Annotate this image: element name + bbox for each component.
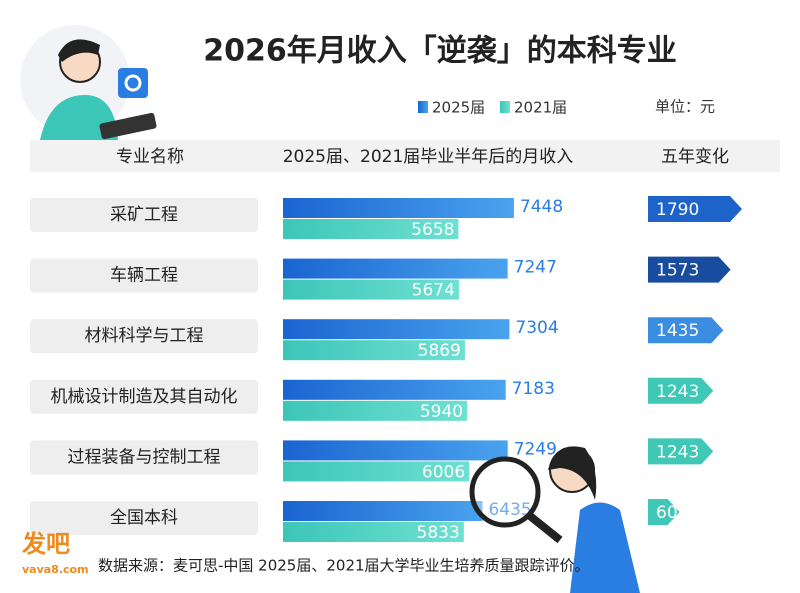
legend-swatch xyxy=(418,101,428,113)
change-arrow xyxy=(648,317,724,344)
bar xyxy=(283,258,508,279)
decor-hair xyxy=(548,446,597,500)
category-box xyxy=(30,440,258,475)
source-note: 数据来源：麦可思-中国 2025届、2021届大学毕业生培养质量跟踪评价。 xyxy=(98,557,590,575)
bar xyxy=(283,440,508,461)
header-label: 五年变化 xyxy=(661,147,729,167)
legend-label: 2025届 xyxy=(432,99,485,117)
category-box xyxy=(30,379,258,414)
category-label: 采矿工程 xyxy=(110,205,178,225)
value-label: 7448 xyxy=(520,197,563,217)
value-label: 5658 xyxy=(411,220,454,240)
bar xyxy=(283,219,459,239)
bar xyxy=(283,461,470,482)
category-label: 材料科学与工程 xyxy=(85,326,204,346)
category-box xyxy=(30,198,258,232)
change-label: 1573 xyxy=(656,261,699,281)
change-label: 1243 xyxy=(656,382,699,402)
decor-person xyxy=(570,502,640,593)
header-band xyxy=(30,140,780,172)
bar xyxy=(283,379,506,400)
category-box xyxy=(30,319,258,354)
value-label: 5674 xyxy=(412,281,455,301)
change-arrow xyxy=(648,196,742,222)
change-arrow xyxy=(648,377,714,404)
unit-label: 单位：元 xyxy=(655,98,715,116)
decor-gear-icon xyxy=(118,68,148,98)
value-label: 5869 xyxy=(418,341,461,361)
change-arrow xyxy=(648,256,731,283)
bar xyxy=(283,522,464,542)
change-arrow xyxy=(648,499,680,525)
change-label: 1435 xyxy=(656,321,699,341)
bar xyxy=(283,319,510,340)
bar xyxy=(283,198,514,218)
bar xyxy=(283,340,465,361)
category-label: 全国本科 xyxy=(110,508,178,528)
change-arrow xyxy=(648,438,714,465)
decor-person xyxy=(40,95,118,140)
decor-tablet xyxy=(99,112,157,140)
chart-title: 2026年月收入「逆袭」的本科专业 xyxy=(203,34,677,69)
change-label: 1790 xyxy=(656,200,699,220)
value-label: 5833 xyxy=(417,523,460,543)
category-label: 过程装备与控制工程 xyxy=(68,447,221,467)
value-label: 6006 xyxy=(422,462,465,482)
value-label: 5940 xyxy=(420,402,463,422)
category-box xyxy=(30,501,258,535)
legend-swatch xyxy=(500,101,510,113)
category-label: 车辆工程 xyxy=(110,266,178,286)
watermark: 发吧 xyxy=(21,530,70,558)
bar xyxy=(283,279,459,300)
value-label: 6435 xyxy=(488,500,531,520)
header-label: 专业名称 xyxy=(116,147,184,167)
bar xyxy=(283,501,483,521)
decor-gear xyxy=(124,74,142,92)
category-label: 机械设计制造及其自动化 xyxy=(51,387,238,407)
change-label: 602 xyxy=(656,503,688,523)
value-label: 7304 xyxy=(515,318,558,338)
bar xyxy=(283,400,468,421)
value-label: 7249 xyxy=(514,439,557,459)
decor-hair xyxy=(58,39,100,62)
category-box xyxy=(30,258,258,293)
value-label: 7183 xyxy=(512,379,555,399)
decor-magnifier xyxy=(469,456,541,528)
change-label: 1243 xyxy=(656,442,699,462)
header-label: 2025届、2021届毕业半年后的月收入 xyxy=(283,147,574,167)
value-label: 7247 xyxy=(514,258,557,278)
legend-label: 2021届 xyxy=(514,99,567,117)
watermark-site: vava8.com xyxy=(22,563,89,576)
decor-handle xyxy=(527,512,563,544)
